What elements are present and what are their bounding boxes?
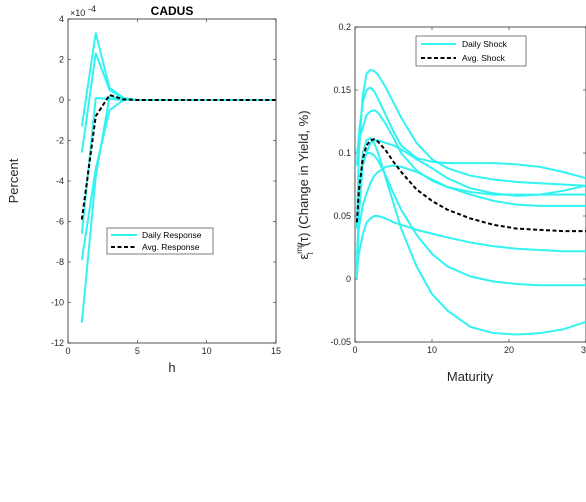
left-y-tick-label-4: -4 [56,176,64,186]
right-y-axis-label-rest: (τ) (Change in Yield, %) [296,110,311,246]
right-legend: Daily Shock Avg. Shock [415,35,527,67]
left-x-tick-label-0: 0 [65,346,70,356]
left-y-axis-label: Percent [6,158,21,203]
left-y-exponent-power: -4 [88,4,96,14]
right-legend-label-avg: Avg. Shock [462,53,506,63]
left-y-tick-label-6: 0 [59,95,64,105]
left-series-line-5-average [80,93,276,220]
left-legend-box [106,227,214,255]
right-x-axis-label: Maturity [447,369,494,384]
right-series-lines [355,68,586,336]
right-series-line-5-daily [355,215,586,273]
left-y-tick-label-1: -10 [51,298,64,308]
right-legend-box [415,35,527,67]
right-y-axis-label-sup: mp [295,242,304,254]
left-x-tick-label-2: 10 [202,346,212,356]
left-plot-area [67,18,277,344]
left-x-tick-label-3: 15 [271,346,281,356]
left-y-tick-label-3: -6 [56,217,64,227]
left-series-lines [80,32,276,323]
left-y-exponent-label: ×10 [70,8,85,18]
right-y-tick-label-0: -0.05 [330,337,351,347]
right-series-line-8-average [355,138,586,233]
left-y-tick-label-0: -12 [51,338,64,348]
right-y-tick-label-4: 0.15 [333,85,351,95]
left-y-tick-label-8: 4 [59,14,64,24]
left-x-tick-label-1: 5 [135,346,140,356]
left-y-tick-label-2: -8 [56,257,64,267]
left-legend-label-avg: Avg. Response [142,242,200,252]
right-legend-label-daily: Daily Shock [462,39,508,49]
left-chart-panel: 0 5 10 15 -12 -10 -8 -6 -4 -2 0 2 4 CADUS ×10 -4 h P… [6,4,281,375]
right-series-line-0-daily [355,68,586,229]
right-series-line-6-daily [355,152,586,287]
left-y-tick-label-7: 2 [59,55,64,65]
right-y-axis-label-sub: t [306,252,315,255]
right-y-tick-label-5: 0.2 [338,22,351,32]
right-y-tick-label-1: 0 [346,274,351,284]
right-series-line-7-daily [355,136,586,336]
right-y-tick-label-2: 0.05 [333,211,351,221]
right-y-tick-label-3: 0.1 [338,148,351,158]
left-x-axis-label: h [168,360,175,375]
right-x-tick-label-1: 10 [427,345,437,355]
left-y-tick-label-5: -2 [56,136,64,146]
left-legend: Daily Response Avg. Response [106,227,214,255]
right-x-tick-label-0: 0 [352,345,357,355]
left-ticks: 0 5 10 15 -12 -10 -8 -6 -4 -2 0 2 4 [51,14,281,356]
right-series-line-2-daily [355,109,586,196]
right-series-line-4-daily [355,164,586,254]
left-chart-title: CADUS [151,4,194,18]
right-series-line-1-daily [355,86,586,180]
right-y-axis-label-epsilon: ε [296,254,311,260]
left-legend-label-daily: Daily Response [142,230,202,240]
right-x-tick-label-2: 20 [504,345,514,355]
right-y-axis-label: εmp t (τ) (Change in Yield, %) [295,110,315,259]
right-x-tick-label-3: 30 [581,345,586,355]
